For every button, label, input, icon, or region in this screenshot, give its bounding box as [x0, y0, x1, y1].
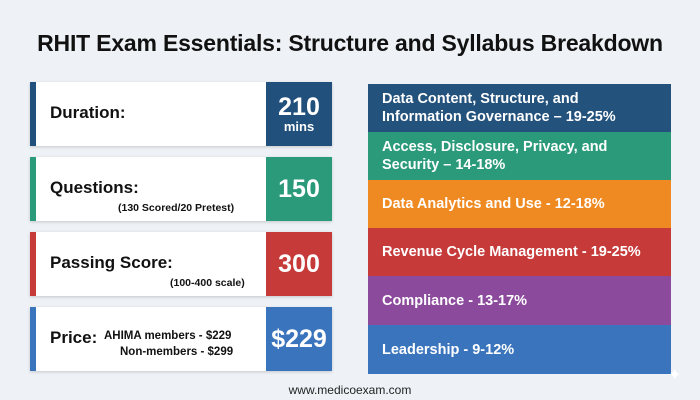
passing-value: 300 [278, 250, 320, 278]
passing-label: Passing Score: [50, 253, 173, 272]
domain-data-analytics: Data Analytics and Use - 12-18% [368, 180, 671, 228]
price-nonmember: Non-members - $299 [120, 346, 234, 358]
questions-label: Questions: [50, 178, 139, 197]
questions-label-area: Questions: (130 Scored/20 Pretest) [36, 157, 266, 221]
passing-sub: (100-400 scale) [170, 277, 245, 289]
questions-stripe [30, 157, 36, 221]
duration-label: Duration: [50, 103, 126, 122]
questions-card: Questions: (130 Scored/20 Pretest) 150 [30, 157, 332, 221]
price-label: Price: [50, 328, 98, 347]
duration-value: 210 [278, 93, 320, 121]
domain-access-disclosure: Access, Disclosure, Privacy, and Securit… [368, 132, 671, 180]
price-stripe [30, 307, 36, 371]
duration-card: Duration: 210 mins [30, 82, 332, 146]
domain-line1: Compliance - 13-17% [382, 292, 528, 309]
duration-label-area: Duration: [36, 82, 266, 146]
domain-compliance: Compliance - 13-17% [368, 276, 671, 325]
passing-label-area: Passing Score: (100-400 scale) [36, 232, 266, 296]
passing-card: Passing Score: (100-400 scale) 300 [30, 232, 332, 296]
domain-line1: Data Analytics and Use - 12-18% [382, 196, 605, 212]
price-card: Price: AHIMA members - $229 Non-members … [30, 307, 332, 371]
price-value: $229 [271, 325, 327, 353]
duration-value-box: 210 mins [266, 82, 332, 146]
passing-value-box: 300 [266, 232, 332, 296]
price-member: AHIMA members - $229 [104, 330, 232, 342]
domain-line1: Revenue Cycle Management - 19-25% [382, 244, 641, 260]
duration-unit: mins [283, 119, 315, 134]
questions-value-box: 150 [266, 157, 332, 221]
domain-line1: Leadership - 9-12% [382, 341, 515, 358]
footer-url: www.medicoexam.com [288, 383, 412, 397]
domain-leadership: Leadership - 9-12% [368, 325, 671, 374]
domain-line1: Access, Disclosure, Privacy, and [382, 139, 608, 155]
domain-line1: Data Content, Structure, and [382, 91, 579, 107]
passing-stripe [30, 232, 36, 296]
duration-stripe [30, 82, 36, 146]
sparkle-icon: ✦ [668, 367, 682, 384]
questions-sub: (130 Scored/20 Pretest) [118, 202, 235, 214]
domain-data-content: Data Content, Structure, and Information… [368, 84, 671, 132]
domain-revenue-cycle: Revenue Cycle Management - 19-25% [368, 228, 671, 276]
domain-line2: Security – 14-18% [382, 157, 506, 173]
domain-line2: Information Governance – 19-25% [382, 109, 616, 125]
price-value-box: $229 [266, 307, 332, 371]
page-title: RHIT Exam Essentials: Structure and Syll… [37, 30, 663, 56]
price-label-area: Price: AHIMA members - $229 Non-members … [36, 307, 266, 371]
questions-value: 150 [278, 175, 320, 203]
